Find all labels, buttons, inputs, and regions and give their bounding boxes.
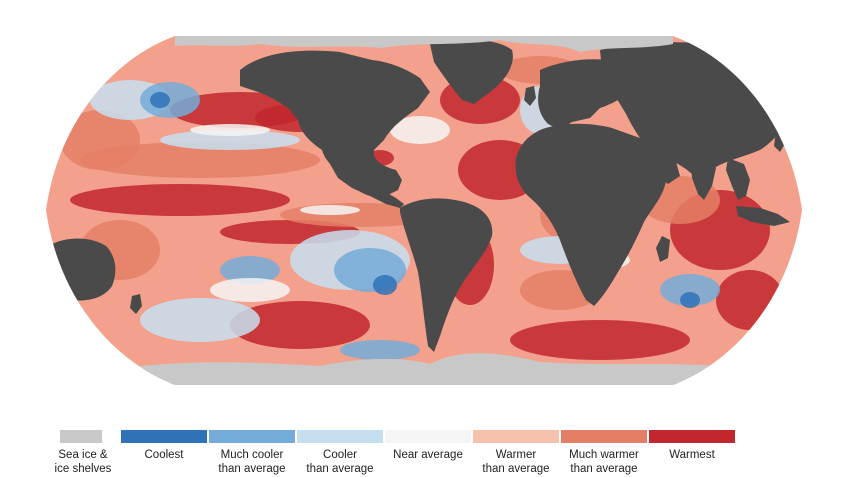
land-uk bbox=[524, 86, 536, 106]
land-south-america bbox=[400, 198, 493, 352]
land-north-america bbox=[240, 50, 430, 198]
anomaly-patch-warmest bbox=[510, 320, 690, 360]
anomaly-patch-coolest bbox=[680, 292, 700, 308]
arctic-sea-ice bbox=[175, 36, 673, 52]
land-southeast-asia bbox=[726, 158, 750, 200]
anomaly-patch-much-warmer bbox=[80, 142, 320, 178]
sea-ice-layer bbox=[140, 36, 720, 385]
legend-swatch-warmest bbox=[649, 430, 735, 443]
anomaly-patch-cooler bbox=[140, 298, 260, 342]
legend-swatch-much-cooler bbox=[209, 430, 295, 443]
anomaly-patch-much-warmer bbox=[60, 110, 140, 170]
land-madagascar bbox=[656, 236, 670, 262]
legend-swatch-warmer bbox=[473, 430, 559, 443]
legend-swatch-much-warmer bbox=[561, 430, 647, 443]
anomaly-patch-much-cooler bbox=[660, 274, 720, 306]
land-australia bbox=[48, 238, 116, 301]
legend-swatch-cooler bbox=[297, 430, 383, 443]
legend: Sea ice & ice shelves Coolest Much cooler … bbox=[0, 428, 848, 477]
legend-item-sea-ice: Sea ice & ice shelves bbox=[30, 428, 136, 477]
anomaly-patch-near-average bbox=[390, 116, 450, 144]
legend-label-much-warmer: Much warmer than average bbox=[569, 449, 639, 475]
land-india bbox=[690, 150, 716, 200]
legend-item-cooler: Cooler than average bbox=[297, 428, 383, 477]
anomaly-patch-near-average bbox=[190, 124, 270, 136]
anomaly-patch-near-average bbox=[210, 278, 290, 302]
anomaly-patch-near-average bbox=[300, 205, 360, 215]
land-central-america bbox=[322, 150, 404, 208]
legend-label-cooler: Cooler than average bbox=[306, 449, 374, 475]
land-africa bbox=[515, 123, 666, 307]
legend-label-warmer: Warmer than average bbox=[482, 449, 550, 475]
legend-label-sea-ice: Sea ice & ice shelves bbox=[54, 449, 112, 475]
legend-label-warmest: Warmest bbox=[669, 449, 715, 461]
legend-label-near-average: Near average bbox=[393, 449, 463, 461]
anomaly-patch-warmest bbox=[716, 270, 784, 330]
anomaly-patch-warmest bbox=[70, 184, 290, 216]
anomaly-patch-warmest bbox=[230, 301, 370, 349]
land-new-zealand bbox=[130, 294, 142, 314]
legend-item-near-average: Near average bbox=[385, 428, 471, 477]
legend-item-much-warmer: Much warmer than average bbox=[561, 428, 647, 477]
anomaly-patch-coolest bbox=[373, 275, 397, 295]
legend-swatch-coolest bbox=[121, 430, 207, 443]
legend-swatch-sea-ice bbox=[60, 430, 102, 443]
anomaly-patch-coolest bbox=[150, 92, 170, 108]
land-arabia bbox=[640, 140, 680, 184]
legend-item-much-cooler: Much cooler than average bbox=[209, 428, 295, 477]
legend-item-warmest: Warmest bbox=[649, 428, 735, 477]
legend-swatch-near-average bbox=[385, 430, 471, 443]
anomaly-patch-much-cooler bbox=[340, 340, 420, 360]
legend-item-warmer: Warmer than average bbox=[473, 428, 559, 477]
land-indonesia bbox=[736, 206, 790, 226]
global-sea-surface-temperature-map bbox=[46, 36, 802, 385]
legend-item-coolest: Coolest bbox=[121, 428, 207, 477]
anomaly-patch-much-cooler bbox=[220, 256, 280, 284]
land-greenland bbox=[430, 39, 513, 105]
legend-label-much-cooler: Much cooler than average bbox=[218, 449, 286, 475]
map-canvas bbox=[46, 36, 802, 385]
anomaly-patch-cooler bbox=[160, 130, 300, 150]
antarctica-ice-sheet bbox=[140, 353, 720, 385]
land-layer bbox=[48, 39, 800, 352]
legend-label-coolest: Coolest bbox=[144, 449, 184, 461]
